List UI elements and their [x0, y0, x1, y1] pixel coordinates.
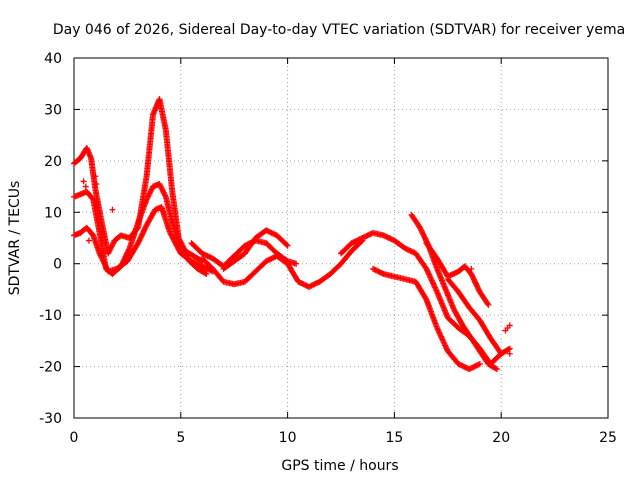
- y-tick-label: 10: [44, 205, 62, 221]
- y-tick-label: -30: [39, 411, 62, 427]
- x-axis-label: GPS time / hours: [281, 458, 398, 474]
- data-point-isolated-points: [85, 237, 92, 244]
- data-point-isolated-points: [506, 322, 513, 329]
- axis-ticks: [73, 57, 609, 419]
- data-point-isolated-points: [93, 181, 100, 187]
- data-point-satellite-track-F: [283, 241, 290, 248]
- data-point-isolated-points: [468, 265, 475, 272]
- y-tick-label: 0: [53, 257, 62, 273]
- x-tick-label: 5: [176, 430, 185, 446]
- data-point-satellite-track-I: [492, 365, 499, 372]
- y-tick-label: 40: [44, 51, 62, 67]
- data-point-satellite-track-J: [485, 301, 492, 308]
- data-point-satellite-track-E: [293, 260, 300, 267]
- y-tick-label: -10: [39, 308, 62, 324]
- y-axis-label: SDTVAR / TECUs: [7, 181, 23, 296]
- data-point-satellite-track-F: [284, 242, 291, 249]
- data-point-satellite-track-K: [505, 346, 512, 353]
- x-tick-label: 15: [385, 430, 403, 446]
- data-point-satellite-track-K: [506, 345, 513, 352]
- data-point-isolated-points: [109, 206, 116, 213]
- data-point-isolated-points: [82, 183, 89, 190]
- data-point-satellite-track-H: [476, 361, 483, 367]
- data-point-satellite-track-H: [422, 295, 429, 302]
- data-point-isolated-points: [92, 173, 99, 180]
- chart-title: Day 046 of 2026, Sidereal Day-to-day VTE…: [53, 22, 625, 38]
- x-tick-label: 10: [279, 430, 297, 446]
- y-tick-label: 20: [44, 154, 62, 170]
- data-point-satellite-track-I: [493, 366, 500, 373]
- data-point-satellite-track-B: [203, 271, 210, 277]
- x-tick-label: 0: [70, 430, 79, 446]
- y-tick-label: -20: [39, 360, 62, 376]
- data-point-isolated-points: [80, 178, 87, 185]
- data-point-satellite-track-B: [202, 270, 209, 277]
- x-tick-label: 25: [599, 430, 617, 446]
- data-points: [71, 96, 513, 373]
- x-tick-labels: 0 5 10 15 20 25: [70, 430, 617, 446]
- y-tick-labels: -30 -20 -10 0 10 20 30 40: [39, 51, 62, 427]
- data-point-satellite-track-J: [484, 300, 491, 307]
- x-tick-label: 20: [492, 430, 510, 446]
- y-tick-label: 30: [44, 102, 62, 118]
- data-point-isolated-points: [506, 350, 513, 357]
